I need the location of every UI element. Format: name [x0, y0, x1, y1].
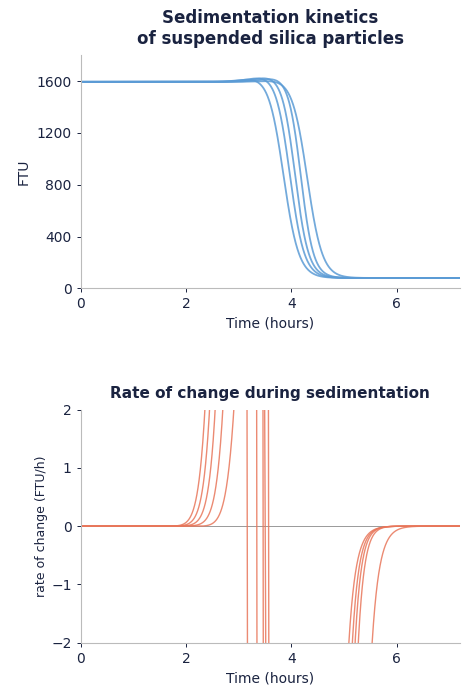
Title: Sedimentation kinetics
of suspended silica particles: Sedimentation kinetics of suspended sili… [137, 10, 404, 48]
Y-axis label: FTU: FTU [17, 159, 31, 185]
X-axis label: Time (hours): Time (hours) [226, 671, 314, 685]
Title: Rate of change during sedimentation: Rate of change during sedimentation [110, 386, 430, 401]
Y-axis label: rate of change (FTU/h): rate of change (FTU/h) [35, 455, 48, 597]
X-axis label: Time (hours): Time (hours) [226, 317, 314, 331]
